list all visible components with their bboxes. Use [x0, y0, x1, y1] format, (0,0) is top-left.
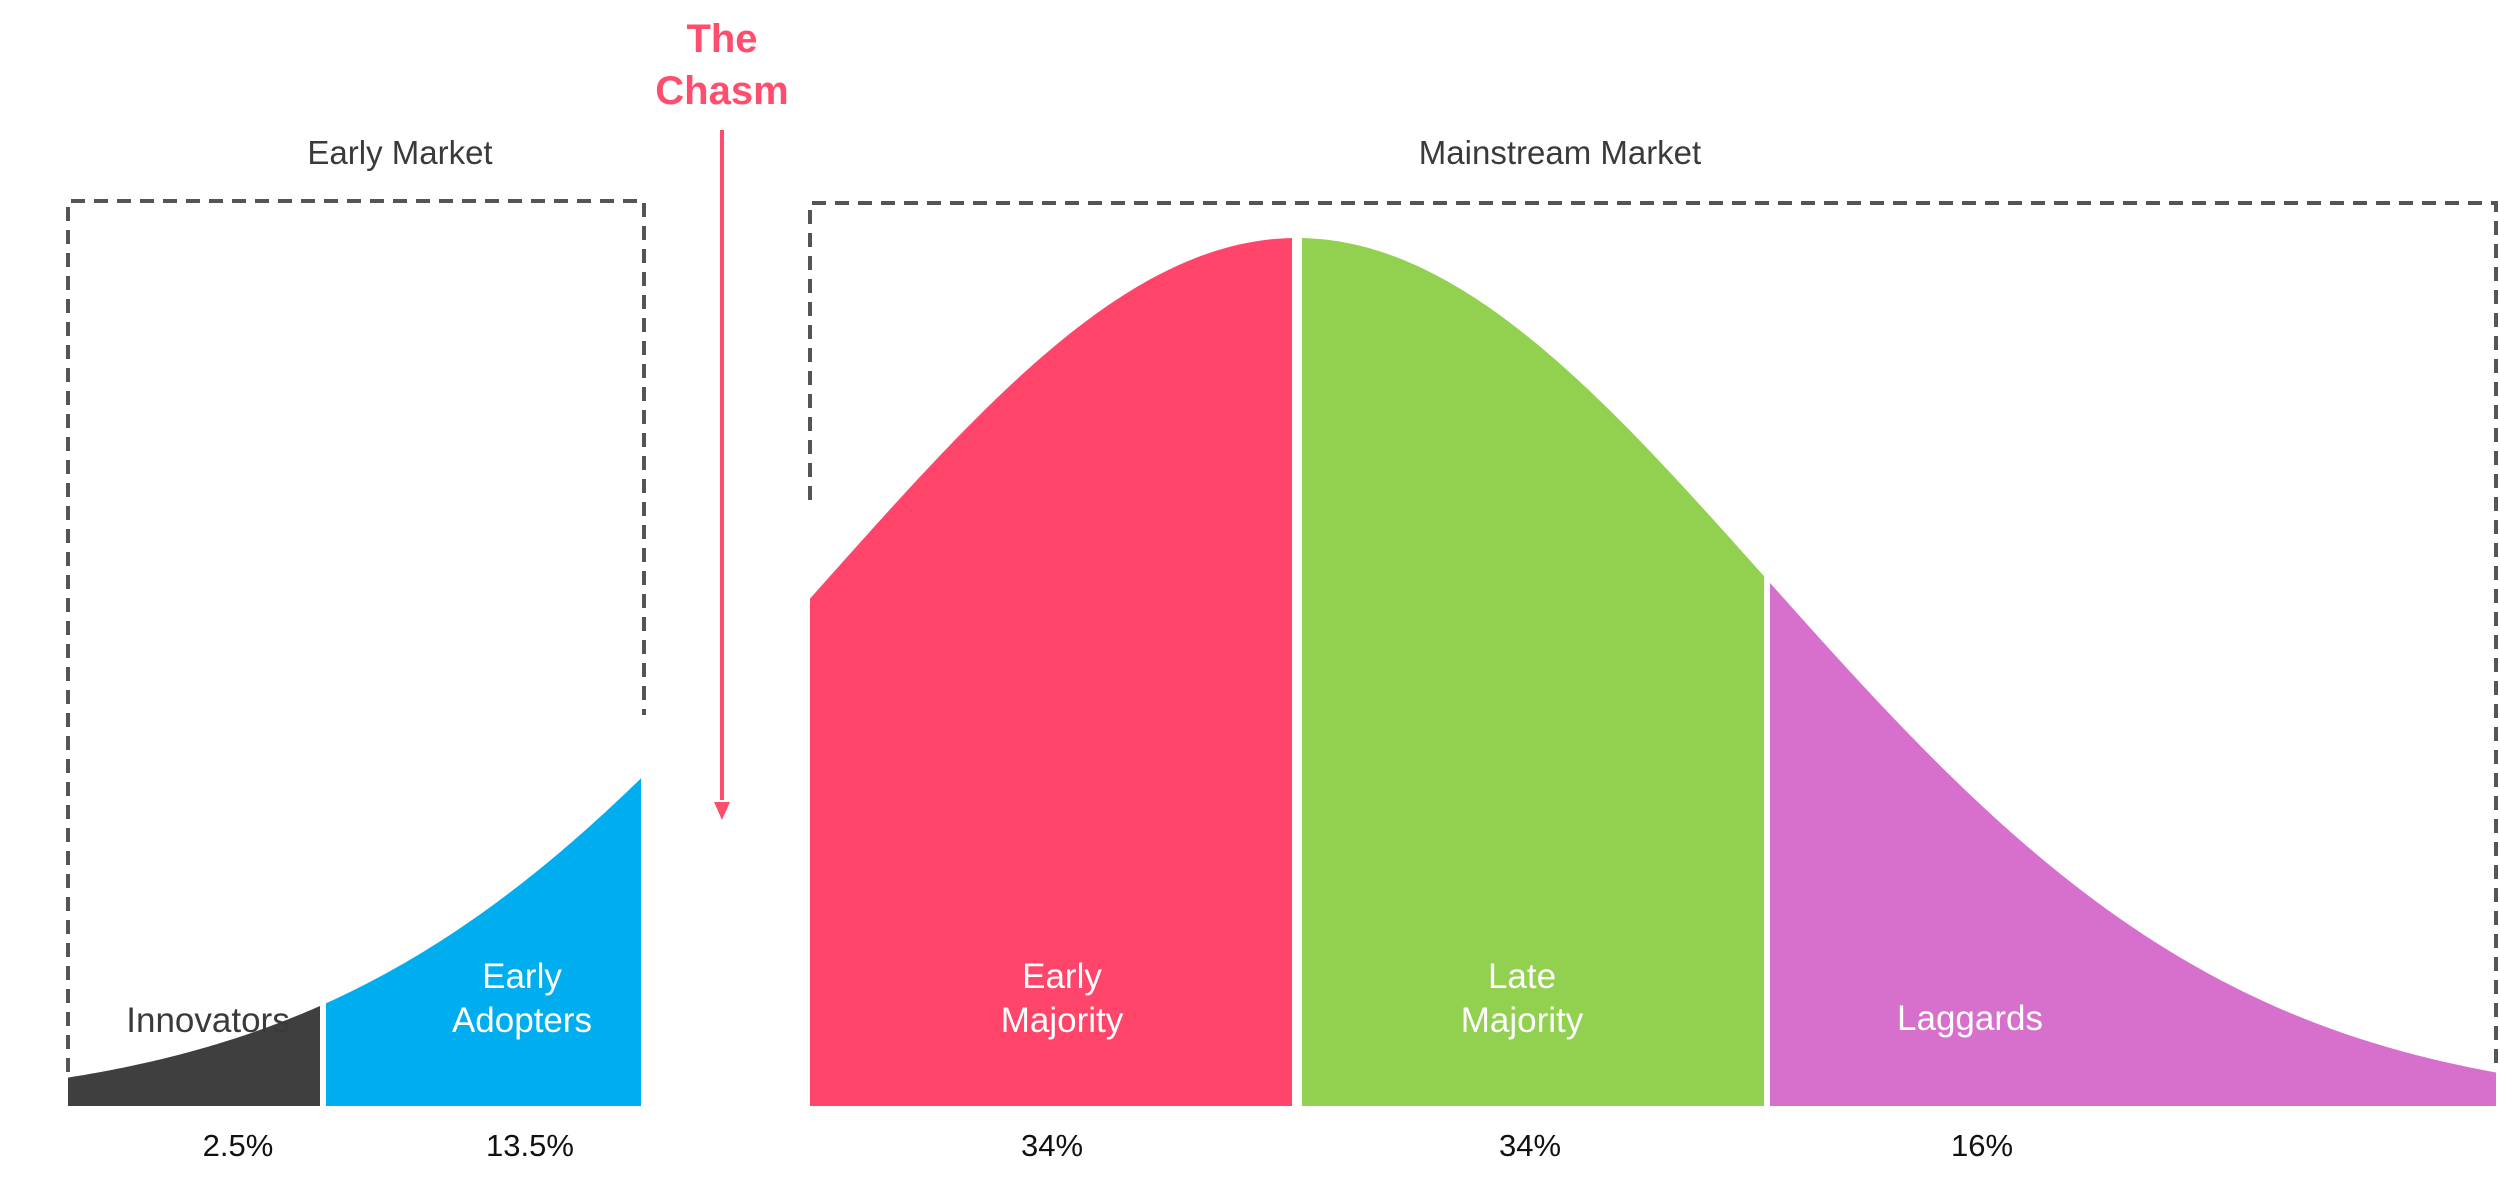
mainstream-market-bracket — [808, 201, 2498, 1072]
segment-labels: Innovators Early Adopters Early Majority… — [126, 957, 2043, 1040]
innovators-percent: 2.5% — [203, 1128, 274, 1163]
early-market-bracket — [66, 199, 646, 1072]
late-majority-percent: 34% — [1499, 1128, 1561, 1163]
percentage-labels: 2.5% 13.5% 34% 34% 16% — [203, 1128, 2013, 1163]
early-adopters-percent: 13.5% — [486, 1128, 574, 1163]
segment-early-adopters — [326, 778, 641, 1106]
early-adopters-label-line-2: Adopters — [452, 1001, 592, 1040]
late-majority-label-line-1: Late — [1488, 957, 1556, 996]
chasm-title-line-2: Chasm — [655, 69, 788, 113]
late-majority-label-line-2: Majority — [1461, 1001, 1584, 1040]
early-market-label: Early Market — [307, 134, 492, 171]
bell-curve — [68, 238, 2496, 1107]
early-majority-label-line-1: Early — [1022, 957, 1102, 996]
segment-early-majority — [810, 238, 1292, 1107]
laggards-label: Laggards — [1897, 999, 2043, 1038]
segment-innovators — [68, 1005, 320, 1106]
early-majority-label-line-2: Majority — [1001, 1001, 1124, 1040]
chasm-callout: The Chasm — [655, 17, 789, 820]
laggards-percent: 16% — [1951, 1128, 2013, 1163]
segment-laggards — [1770, 582, 2496, 1106]
mainstream-market-label: Mainstream Market — [1419, 134, 1701, 171]
early-majority-percent: 34% — [1021, 1128, 1083, 1163]
chasm-arrow-head — [714, 802, 730, 820]
early-adopters-label-line-1: Early — [482, 957, 562, 996]
chasm-title-line-1: The — [686, 17, 757, 61]
innovators-label: Innovators — [126, 1001, 289, 1040]
segment-late-majority — [1302, 238, 1764, 1107]
